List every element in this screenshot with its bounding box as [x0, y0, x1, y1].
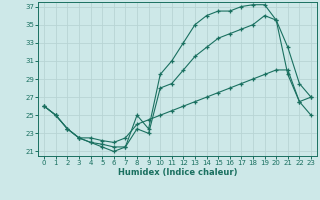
- X-axis label: Humidex (Indice chaleur): Humidex (Indice chaleur): [118, 168, 237, 177]
